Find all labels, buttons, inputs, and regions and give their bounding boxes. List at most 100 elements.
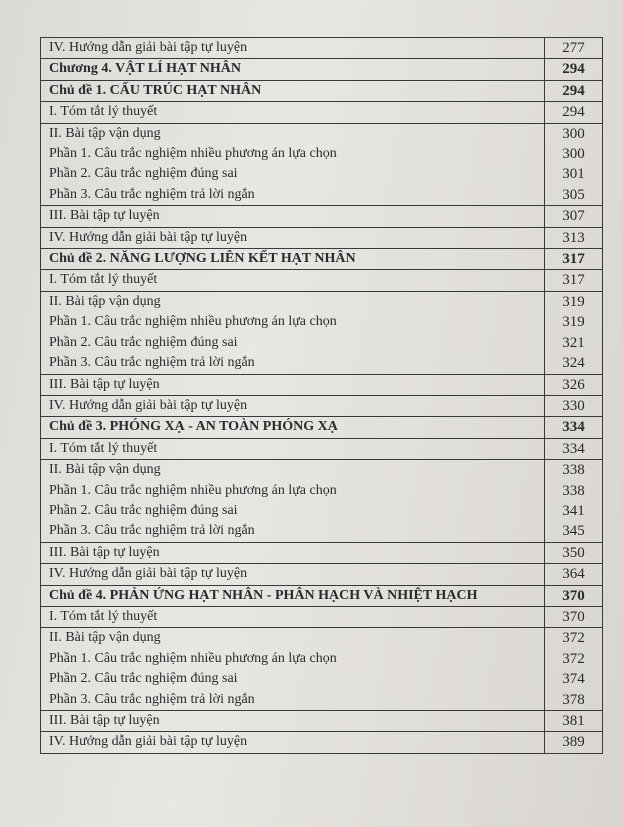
toc-row: I. Tóm tắt lý thuyết 370 <box>41 606 603 628</box>
entry-page: 370 <box>544 606 603 628</box>
entry-title: Phần 3. Câu trắc nghiệm trả lời ngắn <box>49 523 255 539</box>
entry-page: 372 <box>544 627 603 649</box>
entry-title: Phần 1. Câu trắc nghiệm nhiều phương án … <box>49 482 337 498</box>
entry-page: 338 <box>544 480 603 501</box>
entry-page: 307 <box>544 205 603 228</box>
toc-row: II. Bài tập vận dụng 319 <box>41 291 603 313</box>
toc-row: III. Bài tập tự luyện 326 <box>41 374 603 396</box>
toc-row: II. Bài tập vận dụng 300 <box>41 123 603 145</box>
toc-row: IV. Hướng dẫn giải bài tập tự luyện 389 <box>41 731 603 754</box>
toc-group: Chủ đề 2. NĂNG LƯỢNG LIÊN KẾT HẠT NHÂN 31… <box>40 248 603 270</box>
entry-title: IV. Hướng dẫn giải bài tập tự luyện <box>49 397 248 413</box>
toc-row: Phần 3. Câu trắc nghiệm trả lời ngắn 378 <box>41 689 603 711</box>
toc-row: II. Bài tập vận dụng 372 <box>41 627 603 649</box>
entry-title: IV. Hướng dẫn giải bài tập tự luyện <box>49 229 248 245</box>
toc-group: III. Bài tập tự luyện 350 <box>40 542 603 564</box>
toc-row: Phần 3. Câu trắc nghiệm trả lời ngắn 324 <box>41 353 603 374</box>
toc-group: III. Bài tập tự luyện 307 <box>40 205 603 228</box>
entry-title: IV. Hướng dẫn giải bài tập tự luyện <box>49 734 248 750</box>
toc-group: Chủ đề 1. CẤU TRÚC HẠT NHÂN 294 <box>40 80 603 102</box>
toc-row: I. Tóm tắt lý thuyết 317 <box>41 269 603 292</box>
entry-page: 317 <box>544 248 603 270</box>
toc-group: IV. Hướng dẫn giải bài tập tự luyện 277 <box>40 37 603 59</box>
toc-table: IV. Hướng dẫn giải bài tập tự luyện 277 Ch… <box>40 37 603 754</box>
entry-page: 305 <box>544 184 603 206</box>
entry-title: Phần 2. Câu trắc nghiệm đúng sai <box>49 671 238 687</box>
toc-row: Chủ đề 4. PHẢN ỨNG HẠT NHÂN - PHÂN HẠCH … <box>41 585 603 607</box>
entry-title: Phần 2. Câu trắc nghiệm đúng sai <box>49 502 238 518</box>
toc-row: Chương 4. VẬT LÍ HẠT NHÂN 294 <box>41 58 603 81</box>
entry-page: 277 <box>544 37 603 59</box>
entry-page: 350 <box>544 542 603 564</box>
toc-row: III. Bài tập tự luyện 381 <box>41 710 603 732</box>
toc-group: III. Bài tập tự luyện 381 <box>40 710 603 732</box>
toc-group: IV. Hướng dẫn giải bài tập tự luyện 364 <box>40 563 603 586</box>
entry-title: Phần 1. Câu trắc nghiệm nhiều phương án … <box>49 314 337 330</box>
entry-title: II. Bài tập vận dụng <box>49 462 161 478</box>
toc-group: IV. Hướng dẫn giải bài tập tự luyện 313 <box>40 227 603 249</box>
entry-page: 319 <box>544 312 603 333</box>
toc-group: I. Tóm tắt lý thuyết 317 <box>40 269 603 292</box>
entry-page: 294 <box>544 101 603 124</box>
entry-title: III. Bài tập tự luyện <box>49 544 160 560</box>
entry-title: Phần 3. Câu trắc nghiệm trả lời ngắn <box>49 355 255 371</box>
entry-title: I. Tóm tắt lý thuyết <box>49 608 158 624</box>
toc-group: Chủ đề 3. PHÓNG XẠ - AN TOÀN PHÓNG XẠ 334 <box>40 416 603 439</box>
entry-title: I. Tóm tắt lý thuyết <box>49 272 158 288</box>
entry-title: Chủ đề 2. NĂNG LƯỢNG LIÊN KẾT HẠT NHÂN <box>49 251 356 267</box>
toc-row: Phần 2. Câu trắc nghiệm đúng sai 301 <box>41 164 603 185</box>
toc-row: Phần 3. Câu trắc nghiệm trả lời ngắn 345 <box>41 521 603 543</box>
toc-row: Chủ đề 3. PHÓNG XẠ - AN TOÀN PHÓNG XẠ 334 <box>41 416 603 439</box>
entry-title: III. Bài tập tự luyện <box>49 208 160 224</box>
entry-page: 313 <box>544 227 603 249</box>
toc-row: Chủ đề 2. NĂNG LƯỢNG LIÊN KẾT HẠT NHÂN 31… <box>41 248 603 270</box>
entry-title: Chủ đề 4. PHẢN ỨNG HẠT NHÂN - PHÂN HẠCH … <box>49 587 478 603</box>
entry-title: Phần 3. Câu trắc nghiệm trả lời ngắn <box>49 186 255 202</box>
entry-title: Chủ đề 1. CẤU TRÚC HẠT NHÂN <box>49 82 262 98</box>
toc-row: Phần 3. Câu trắc nghiệm trả lời ngắn 305 <box>41 184 603 206</box>
toc-group: Chủ đề 4. PHẢN ỨNG HẠT NHÂN - PHÂN HẠCH … <box>40 585 603 607</box>
entry-page: 389 <box>544 731 603 754</box>
entry-title: Phần 3. Câu trắc nghiệm trả lời ngắn <box>49 691 255 707</box>
toc-row: Chủ đề 1. CẤU TRÚC HẠT NHÂN 294 <box>41 80 603 102</box>
entry-page: 374 <box>544 669 603 690</box>
entry-page: 334 <box>544 438 603 460</box>
entry-page: 330 <box>544 395 603 417</box>
toc-row: Phần 1. Câu trắc nghiệm nhiều phương án … <box>41 312 603 333</box>
toc-group: IV. Hướng dẫn giải bài tập tự luyện 330 <box>40 395 603 417</box>
entry-page: 300 <box>544 123 603 145</box>
entry-page: 326 <box>544 374 603 396</box>
entry-title: I. Tóm tắt lý thuyết <box>49 104 158 120</box>
toc-group: II. Bài tập vận dụng 372 Phần 1. Câu trắc … <box>40 627 603 711</box>
toc-group: IV. Hướng dẫn giải bài tập tự luyện 389 <box>40 731 603 754</box>
toc-group: II. Bài tập vận dụng 300 Phần 1. Câu trắc … <box>40 123 603 206</box>
entry-page: 345 <box>544 521 603 543</box>
toc-row: IV. Hướng dẫn giải bài tập tự luyện 330 <box>41 395 603 417</box>
entry-page: 364 <box>544 563 603 586</box>
toc-row: I. Tóm tắt lý thuyết 294 <box>41 101 603 124</box>
entry-page: 300 <box>544 144 603 165</box>
entry-page: 301 <box>544 164 603 185</box>
entry-title: II. Bài tập vận dụng <box>49 125 161 141</box>
toc-row: III. Bài tập tự luyện 350 <box>41 542 603 564</box>
entry-title: Phần 1. Câu trắc nghiệm nhiều phương án … <box>49 146 337 162</box>
toc-row: Phần 1. Câu trắc nghiệm nhiều phương án … <box>41 144 603 165</box>
toc-row: III. Bài tập tự luyện 307 <box>41 205 603 228</box>
entry-title: Chương 4. VẬT LÍ HẠT NHÂN <box>49 61 241 77</box>
toc-row: Phần 1. Câu trắc nghiệm nhiều phương án … <box>41 480 603 501</box>
entry-title: III. Bài tập tự luyện <box>49 376 160 392</box>
entry-title: III. Bài tập tự luyện <box>49 713 160 728</box>
toc-group: II. Bài tập vận dụng 338 Phần 1. Câu trắc … <box>40 459 603 543</box>
entry-title: IV. Hướng dẫn giải bài tập tự luyện <box>49 566 248 582</box>
entry-title: Phần 2. Câu trắc nghiệm đúng sai <box>49 334 238 350</box>
entry-page: 341 <box>544 500 603 522</box>
entry-page: 294 <box>544 80 603 102</box>
toc-group: II. Bài tập vận dụng 319 Phần 1. Câu trắc … <box>40 291 603 374</box>
entry-page: 370 <box>544 585 603 607</box>
toc-row: II. Bài tập vận dụng 338 <box>41 459 603 481</box>
entry-title: I. Tóm tắt lý thuyết <box>49 440 158 456</box>
entry-title: IV. Hướng dẫn giải bài tập tự luyện <box>49 40 248 55</box>
toc-row: IV. Hướng dẫn giải bài tập tự luyện 364 <box>41 563 603 586</box>
toc-row: Phần 1. Câu trắc nghiệm nhiều phương án … <box>41 648 603 670</box>
